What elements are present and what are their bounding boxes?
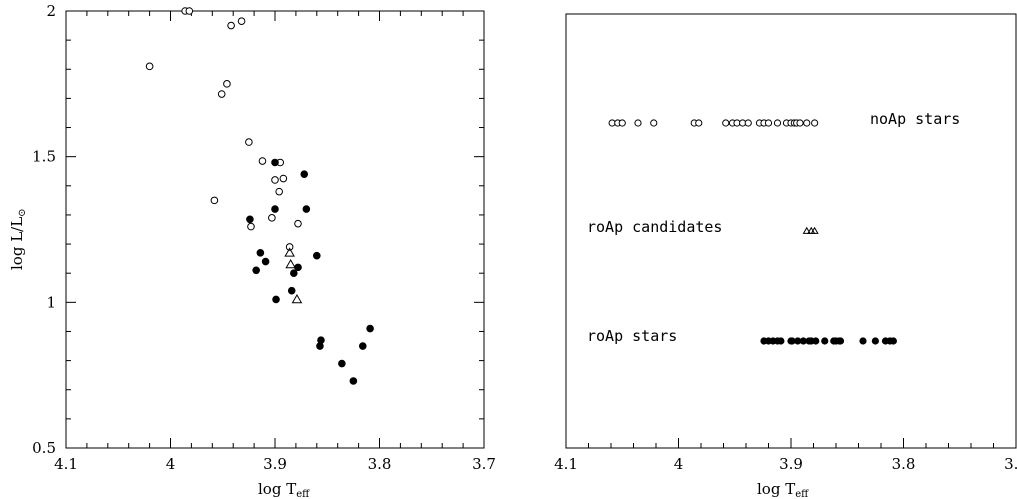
x-tick-label: 3.7 <box>1004 455 1017 473</box>
data-point-open-circle <box>294 219 302 228</box>
data-point-open-triangle <box>810 226 819 234</box>
data-point-filled-circle <box>338 359 346 368</box>
data-point-open-triangle <box>284 247 295 257</box>
data-point-filled-circle <box>272 295 280 304</box>
x-tick-label: 4.1 <box>554 455 578 473</box>
data-point-filled-circle <box>261 257 270 266</box>
x-tick-label: 3.8 <box>368 455 392 473</box>
y-tick-label: 1 <box>46 293 56 311</box>
data-point-filled-circle <box>302 205 311 213</box>
data-point-open-circle <box>271 176 279 184</box>
data-point-open-circle <box>650 119 658 127</box>
right-x-axis-title: log Teff <box>757 480 809 499</box>
data-point-open-circle <box>247 222 255 231</box>
data-point-open-circle <box>695 119 703 127</box>
x-tick-label: 4 <box>166 455 176 473</box>
left-plot-frame <box>65 10 485 449</box>
data-point-open-triangle <box>291 293 303 304</box>
data-point-open-circle <box>764 119 773 127</box>
data-point-open-circle <box>634 119 642 127</box>
y-tick-label: 2 <box>46 2 56 20</box>
data-point-filled-circle <box>271 205 279 213</box>
row-label: roAp stars <box>587 327 677 345</box>
y-tick-label: 0.5 <box>32 439 56 457</box>
x-tick-label: 3.9 <box>263 455 287 473</box>
data-point-open-circle <box>237 17 246 25</box>
right-panel: 4.1 4 3.9 3.8 3.7 noAp stars roAp candidates r… <box>554 13 1017 499</box>
data-point-open-circle <box>796 119 804 127</box>
data-point-filled-circle <box>358 342 367 350</box>
x-tick-label: 4.1 <box>54 455 78 473</box>
data-point-filled-circle <box>871 337 879 345</box>
left-points <box>145 7 374 385</box>
data-point-open-circle <box>245 138 253 146</box>
data-point-filled-circle <box>889 337 897 345</box>
data-point-filled-circle <box>271 158 279 167</box>
data-point-filled-circle <box>836 337 845 345</box>
data-point-filled-circle <box>313 251 321 260</box>
data-point-open-circle <box>275 187 283 196</box>
data-point-filled-circle <box>294 263 302 272</box>
row-label: noAp stars <box>870 110 960 128</box>
data-point-open-circle <box>285 243 294 251</box>
data-point-open-circle <box>268 214 276 222</box>
data-point-filled-circle <box>252 266 260 275</box>
data-point-open-circle <box>223 80 231 88</box>
data-point-open-circle <box>145 62 154 71</box>
right-points <box>608 119 897 345</box>
left-panel: 4.1 4 3.9 3.8 3.7 0.5 1 1.5 2 log Teff log L/L⊙ <box>8 2 496 499</box>
data-point-filled-circle <box>777 337 785 345</box>
left-y-axis-title: log L/L⊙ <box>8 208 28 270</box>
row-label: roAp candidates <box>587 218 722 236</box>
data-point-filled-circle <box>246 215 254 224</box>
left-ticks <box>65 10 485 449</box>
left-tick-labels: 4.1 4 3.9 3.8 3.7 0.5 1 1.5 2 <box>32 2 496 473</box>
data-point-open-circle <box>227 21 235 30</box>
x-tick-label: 3.9 <box>779 455 803 473</box>
data-point-filled-circle <box>821 337 829 345</box>
data-point-filled-circle <box>859 337 867 345</box>
data-point-open-triangle <box>285 258 296 269</box>
data-point-filled-circle <box>349 377 358 385</box>
data-point-open-circle <box>217 90 226 98</box>
data-point-open-circle <box>185 7 194 15</box>
x-tick-label: 3.7 <box>472 455 496 473</box>
data-point-open-circle <box>773 119 782 127</box>
data-point-open-circle <box>803 119 811 127</box>
data-point-filled-circle <box>300 170 309 178</box>
data-point-filled-circle <box>812 337 820 345</box>
x-tick-label: 4 <box>674 455 684 473</box>
data-point-open-circle <box>722 119 730 127</box>
right-row-labels: noAp stars roAp candidates roAp stars <box>587 110 960 345</box>
y-tick-label: 1.5 <box>32 148 56 166</box>
data-point-open-triangle <box>802 226 811 234</box>
data-point-open-circle <box>618 119 626 127</box>
data-point-open-circle <box>210 196 219 205</box>
data-point-filled-circle <box>287 286 296 295</box>
data-point-open-circle <box>811 119 819 127</box>
data-point-filled-circle <box>256 249 265 257</box>
right-ticks <box>565 438 1017 448</box>
data-point-open-circle <box>279 174 288 183</box>
data-point-filled-circle <box>290 269 298 278</box>
left-x-axis-title: log Teff <box>258 480 310 499</box>
data-point-open-circle <box>258 157 267 165</box>
data-point-open-circle <box>744 119 752 127</box>
data-point-filled-circle <box>366 324 374 333</box>
x-tick-label: 3.8 <box>892 455 916 473</box>
right-tick-labels: 4.1 4 3.9 3.8 3.7 <box>554 455 1017 473</box>
data-point-filled-circle <box>316 342 324 350</box>
